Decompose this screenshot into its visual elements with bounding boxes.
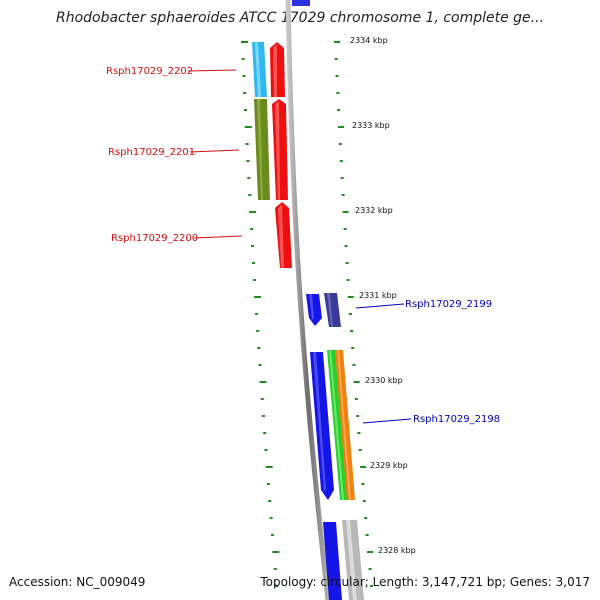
gene-label-2199[interactable]: Rsph17029_2199 <box>405 299 492 310</box>
topology-text: Topology: circular; Length: 3,147,721 bp… <box>260 575 590 589</box>
gene-block-2198-green[interactable] <box>327 350 348 500</box>
leader-line-2202 <box>187 69 237 72</box>
gene-label-2198[interactable]: Rsph17029_2198 <box>413 414 500 425</box>
tick-column-right <box>334 41 374 587</box>
gene-arrow-2199-blue[interactable] <box>306 294 322 326</box>
gene-label-2202[interactable]: Rsph17029_2202 <box>106 66 193 77</box>
scale-label: 2328 kbp <box>378 546 416 555</box>
scale-label: 2332 kbp <box>355 206 393 215</box>
scale-label: 2334 kbp <box>350 36 388 45</box>
gene-block-2199-indigo[interactable] <box>324 293 341 327</box>
gene-block-bottom-gray[interactable] <box>342 520 364 600</box>
tick-column-left <box>241 41 280 587</box>
gene-arrow-2201-red[interactable] <box>272 99 288 200</box>
gene-label-2201[interactable]: Rsph17029_2201 <box>108 147 195 158</box>
scale-label: 2331 kbp <box>359 291 397 300</box>
gene-arrow-2198-blue[interactable] <box>310 352 334 500</box>
chromosome-backbone <box>285 0 331 600</box>
scale-label: 2330 kbp <box>365 376 403 385</box>
gene-block-2201-olive[interactable] <box>254 99 270 200</box>
scale-label: 2329 kbp <box>370 461 408 470</box>
leader-line-2199 <box>355 303 405 309</box>
gene-label-2200[interactable]: Rsph17029_2200 <box>111 233 198 244</box>
leader-line-2201 <box>189 149 240 153</box>
gene-fragment-top[interactable] <box>292 0 310 6</box>
leader-line-2198 <box>362 418 412 424</box>
scale-label: 2333 kbp <box>352 121 390 130</box>
gene-block-bottom-blue[interactable] <box>323 522 342 600</box>
leader-line-2200 <box>193 235 243 239</box>
gene-arrow-2202-red[interactable] <box>270 42 285 97</box>
gene-arrow-2200-red[interactable] <box>275 202 292 268</box>
gene-block-2202[interactable] <box>252 42 267 97</box>
accession-text: Accession: NC_009049 <box>9 575 146 589</box>
gene-block-2198-orange[interactable] <box>335 350 355 500</box>
map-title: Rhodobacter sphaeroides ATCC 17029 chrom… <box>55 10 545 26</box>
